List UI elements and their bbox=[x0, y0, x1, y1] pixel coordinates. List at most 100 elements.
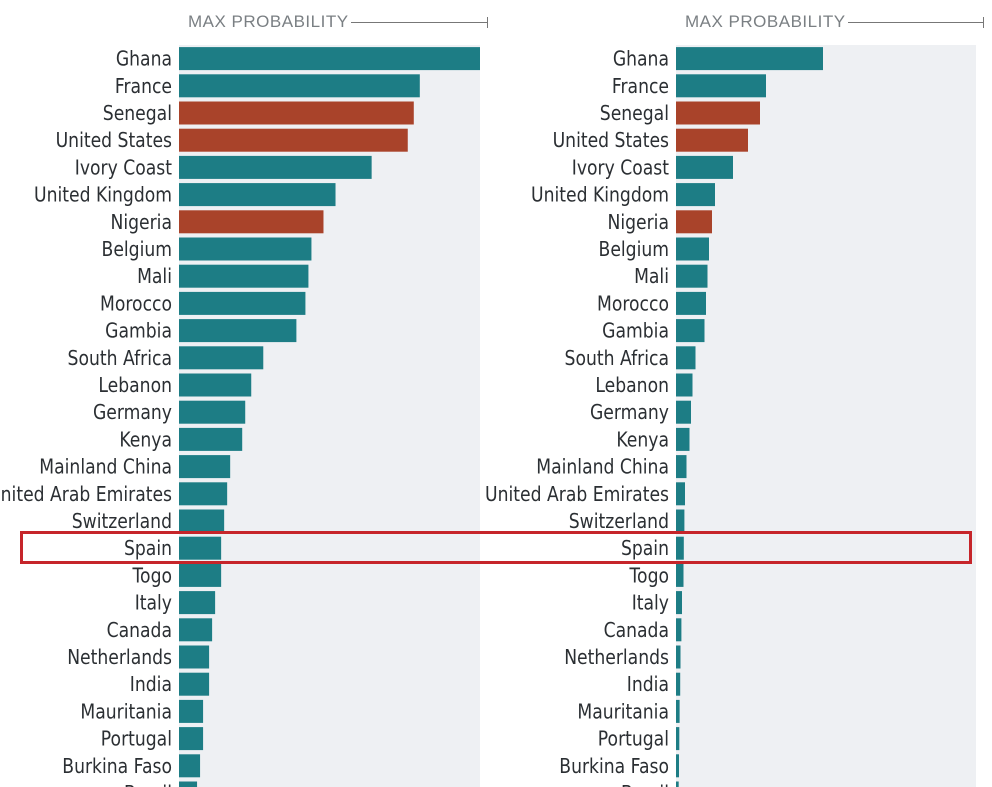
left-bar-spain bbox=[179, 536, 222, 560]
spain-highlight-box bbox=[20, 531, 972, 564]
left-bar-lebanon bbox=[179, 373, 252, 397]
right-category-label: Togo bbox=[629, 565, 669, 588]
right-category-label: France bbox=[612, 76, 669, 99]
right-bar-brazil bbox=[676, 781, 679, 787]
right-bar-mauritania bbox=[676, 699, 680, 723]
right-category-label: Ivory Coast bbox=[572, 157, 669, 180]
right-bar-united-states bbox=[676, 128, 748, 152]
right-bar-kenya bbox=[676, 427, 690, 451]
right-bar-morocco bbox=[676, 291, 706, 315]
right-category-label: United States bbox=[553, 130, 669, 153]
left-bar-united-states bbox=[179, 128, 408, 152]
left-bar-kenya bbox=[179, 427, 243, 451]
right-category-label: Nigeria bbox=[607, 212, 669, 235]
right-bar-lebanon bbox=[676, 373, 693, 397]
left-bar-germany bbox=[179, 400, 246, 424]
right-bar-burkina-faso bbox=[676, 754, 679, 778]
right-category-label: United Arab Emirates bbox=[485, 484, 669, 507]
left-bar-ghana bbox=[179, 47, 480, 71]
right-bar-france bbox=[676, 74, 766, 98]
right-bar-togo bbox=[676, 563, 684, 587]
right-category-label: Mainland China bbox=[536, 456, 669, 479]
right-bar-netherlands bbox=[676, 645, 681, 669]
left-category-label: Morocco bbox=[100, 293, 172, 316]
right-category-label: Morocco bbox=[597, 293, 669, 316]
right-category-label: Canada bbox=[604, 620, 669, 643]
left-category-label: Kenya bbox=[119, 429, 172, 452]
left-category-label: Germany bbox=[93, 402, 172, 425]
right-category-label: Netherlands bbox=[564, 647, 669, 670]
left-category-label: Belgium bbox=[102, 239, 172, 262]
right-category-label: Ghana bbox=[613, 48, 669, 71]
left-bar-canada bbox=[179, 618, 213, 642]
left-category-label: Mali bbox=[137, 266, 172, 289]
left-category-label: Portugal bbox=[101, 728, 172, 751]
left-category-label: Lebanon bbox=[98, 375, 172, 398]
left-category-label: Spain bbox=[124, 538, 172, 561]
right-category-label: Senegal bbox=[600, 103, 669, 126]
right-bar-spain bbox=[676, 536, 684, 560]
right-category-label: Gambia bbox=[602, 320, 669, 343]
left-bar-south-africa bbox=[179, 346, 264, 370]
left-category-label: France bbox=[115, 76, 172, 99]
left-category-label: Switzerland bbox=[72, 511, 172, 534]
right-category-label: Lebanon bbox=[595, 375, 669, 398]
right-category-label: Kenya bbox=[616, 429, 669, 452]
right-bar-south-africa bbox=[676, 346, 696, 370]
left-category-label: Italy bbox=[135, 592, 172, 615]
left-bar-mauritania bbox=[179, 699, 204, 723]
left-category-label: South Africa bbox=[68, 348, 172, 371]
right-bar-ivory-coast bbox=[676, 155, 733, 179]
left-axis-range-rule bbox=[350, 17, 488, 29]
left-category-label: United Arab Emirates bbox=[0, 484, 172, 507]
left-bar-brazil bbox=[179, 781, 198, 787]
left-category-label: Netherlands bbox=[67, 647, 172, 670]
left-category-label: Ghana bbox=[116, 48, 172, 71]
right-bar-senegal bbox=[676, 101, 760, 125]
left-bar-mali bbox=[179, 264, 309, 288]
left-bar-belgium bbox=[179, 237, 312, 261]
right-bar-united-kingdom bbox=[676, 183, 715, 207]
left-bar-ivory-coast bbox=[179, 155, 372, 179]
left-category-label: United Kingdom bbox=[34, 184, 172, 207]
right-category-label: Mauritania bbox=[577, 701, 669, 724]
left-category-label: Togo bbox=[132, 565, 172, 588]
left-category-label: Burkina Faso bbox=[62, 756, 172, 779]
right-bar-gambia bbox=[676, 319, 705, 343]
right-bar-chart: Ghana France Senegal United States Ivory Coa… bbox=[485, 45, 976, 787]
right-category-label: Germany bbox=[590, 402, 669, 425]
left-bar-netherlands bbox=[179, 645, 210, 669]
left-category-label: United States bbox=[56, 130, 172, 153]
right-category-label: Portugal bbox=[598, 728, 669, 751]
right-bar-nigeria bbox=[676, 210, 712, 234]
left-bar-gambia bbox=[179, 319, 297, 343]
right-category-label: Brazil bbox=[621, 783, 669, 787]
left-bar-chart: Ghana France Senegal United States Ivory Coa… bbox=[0, 45, 480, 787]
left-bar-mainland-china bbox=[179, 455, 231, 479]
left-bar-switzerland bbox=[179, 509, 225, 533]
right-category-label: Switzerland bbox=[569, 511, 669, 534]
left-bar-togo bbox=[179, 563, 222, 587]
right-category-label: Belgium bbox=[599, 239, 669, 262]
left-bar-portugal bbox=[179, 727, 204, 751]
right-bar-canada bbox=[676, 618, 682, 642]
right-bar-mainland-china bbox=[676, 455, 687, 479]
left-bar-united-kingdom bbox=[179, 183, 336, 207]
right-category-label: United Kingdom bbox=[531, 184, 669, 207]
right-bar-germany bbox=[676, 400, 691, 424]
right-axis-range-rule bbox=[847, 17, 984, 29]
left-bar-united-arab-emirates bbox=[179, 482, 228, 506]
right-category-label: Burkina Faso bbox=[559, 756, 669, 779]
left-category-label: Nigeria bbox=[110, 212, 172, 235]
left-bar-nigeria bbox=[179, 210, 324, 234]
left-bar-italy bbox=[179, 591, 216, 615]
left-category-label: Canada bbox=[107, 620, 172, 643]
left-category-label: Brazil bbox=[124, 783, 172, 787]
right-bar-india bbox=[676, 672, 681, 696]
left-category-label: Senegal bbox=[103, 103, 172, 126]
right-bar-italy bbox=[676, 591, 682, 615]
left-bar-burkina-faso bbox=[179, 754, 201, 778]
right-bar-portugal bbox=[676, 727, 680, 751]
